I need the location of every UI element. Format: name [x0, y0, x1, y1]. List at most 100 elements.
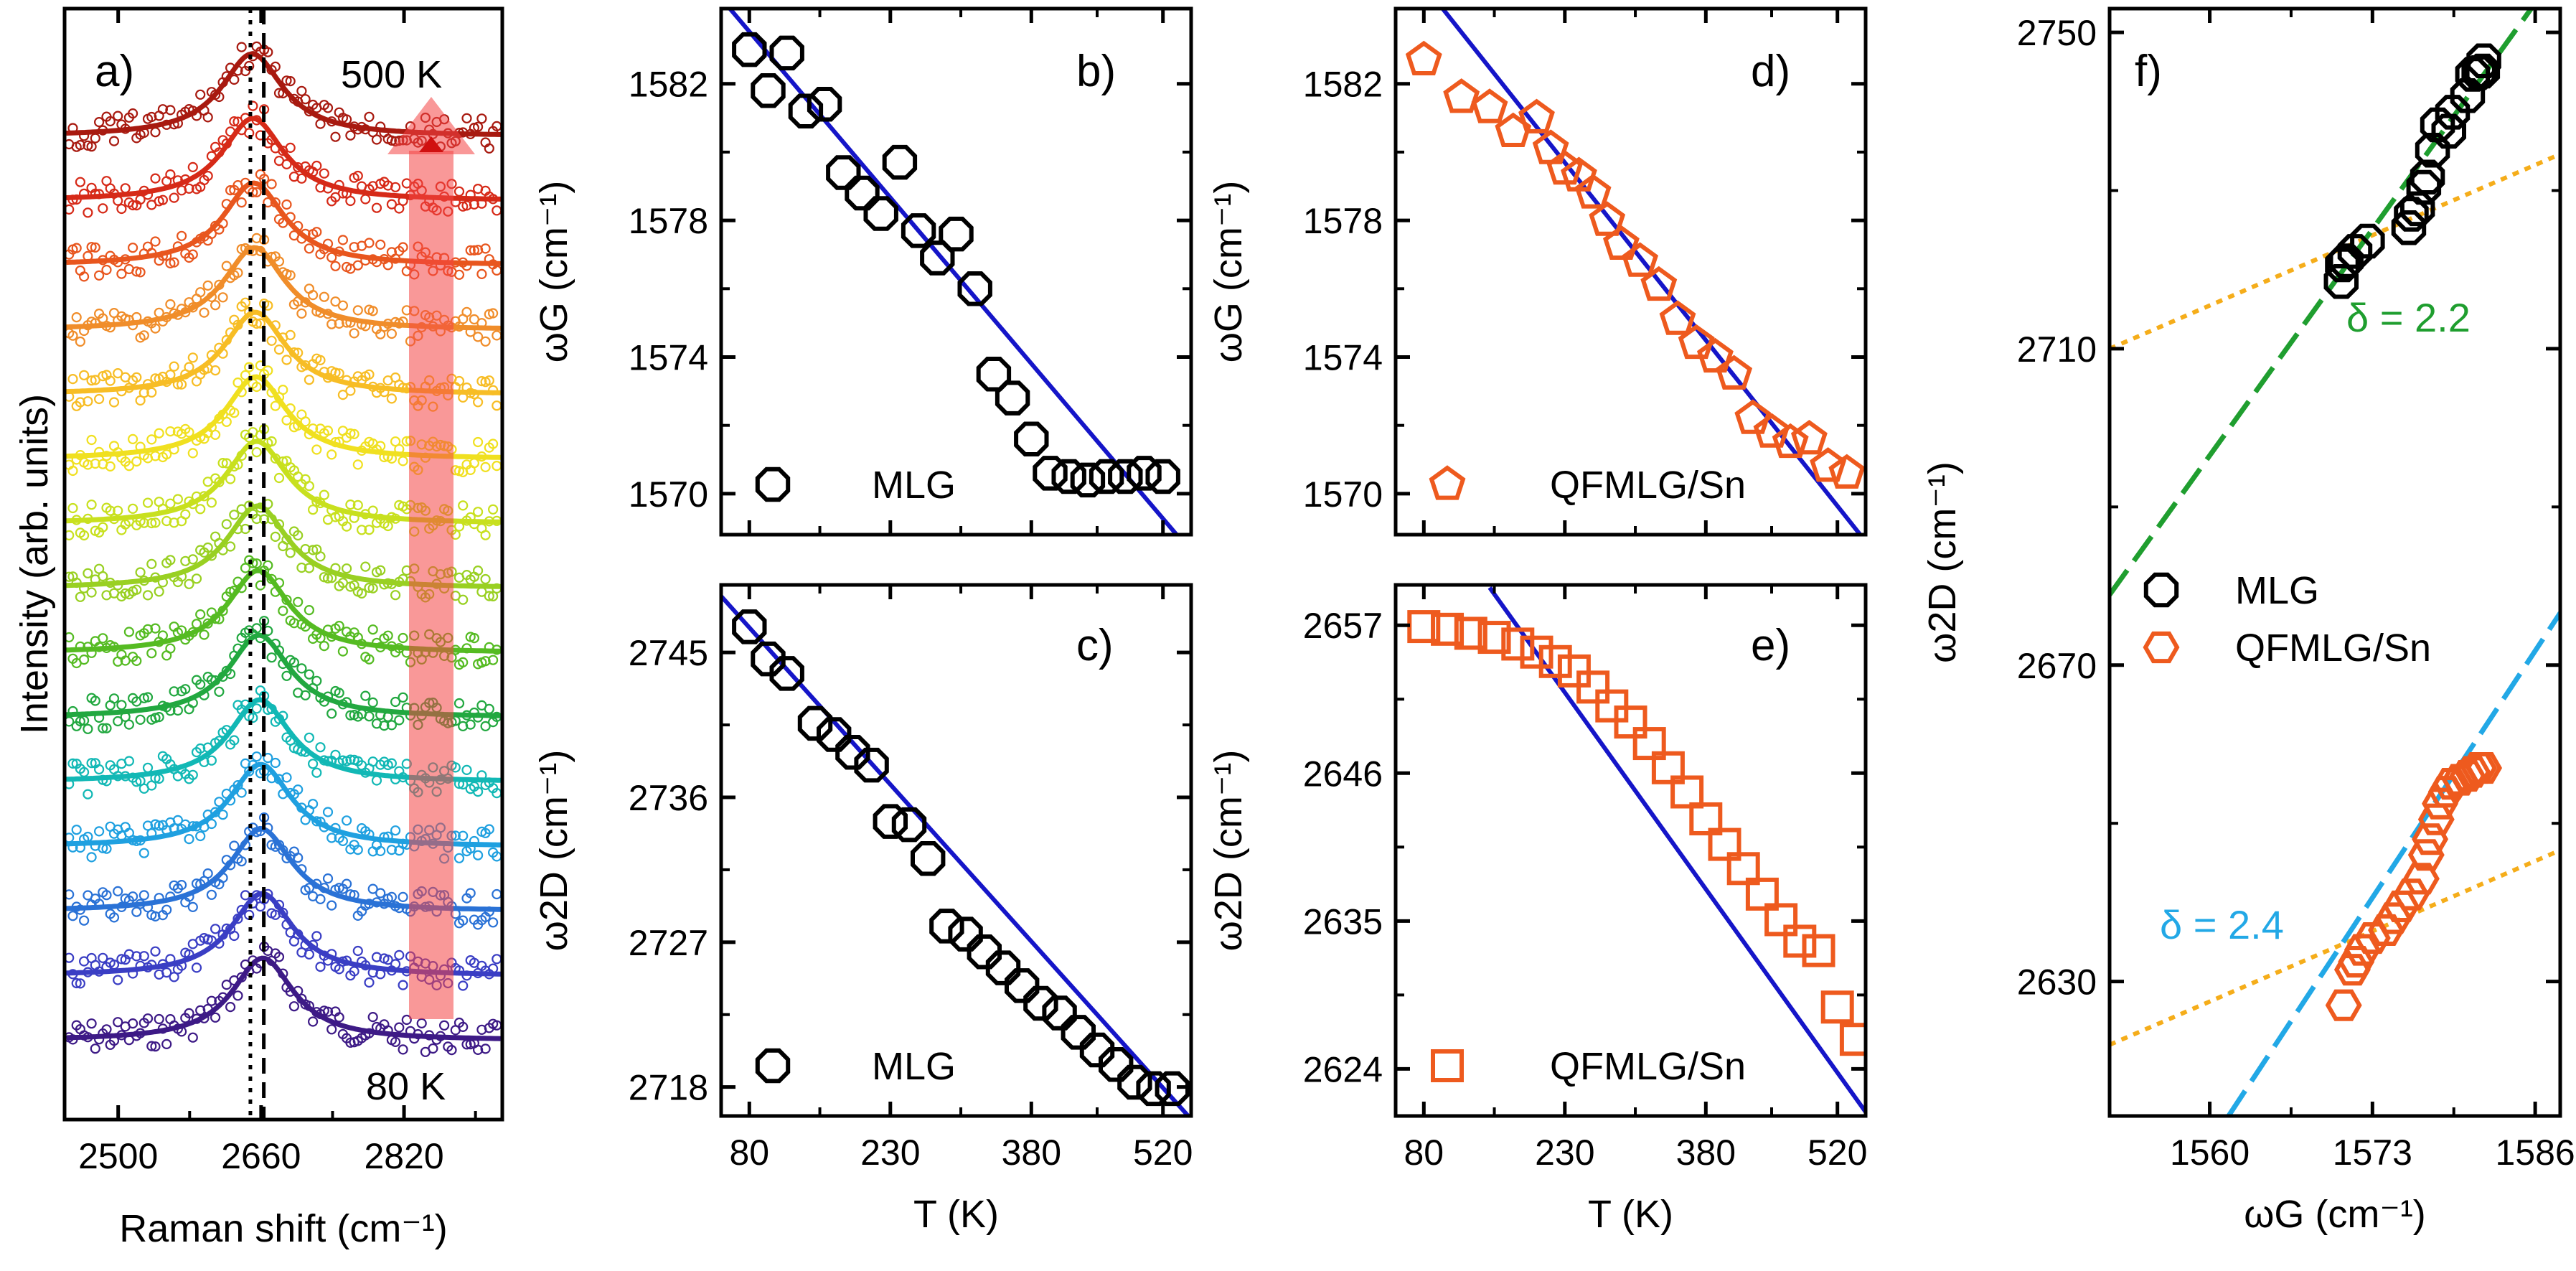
qfmlg-point — [2449, 760, 2486, 792]
spectrum-point — [142, 590, 154, 601]
spectrum-point — [371, 202, 382, 213]
spectrum-point — [296, 663, 307, 674]
spectrum-point — [360, 690, 371, 701]
data-point — [1061, 1015, 1096, 1050]
spectrum-point — [229, 840, 240, 851]
panel-frame — [719, 583, 1193, 1118]
data-point — [1520, 635, 1553, 669]
spectrum-point — [281, 159, 292, 169]
qfmlg-point — [2407, 839, 2445, 871]
spectrum-point — [386, 328, 398, 339]
panel-frame — [719, 6, 1193, 537]
spectrum-point — [311, 767, 322, 778]
spectrum-point — [273, 344, 285, 355]
spectrum-point — [337, 755, 348, 766]
data-point — [807, 87, 842, 122]
spectrum-point — [138, 848, 149, 858]
spectrum-point — [138, 517, 149, 528]
spectrum-point — [364, 111, 375, 122]
linear-fit-line — [721, 594, 1191, 1116]
spectrum-point — [146, 1041, 157, 1051]
spectrum — [64, 941, 502, 1057]
spectrum-point — [394, 1022, 405, 1033]
spectrum-point — [165, 426, 176, 437]
spectrum-point — [98, 723, 108, 733]
spectrum-point — [180, 684, 191, 695]
spectrum-point — [210, 300, 221, 311]
spectrum-point — [465, 719, 476, 730]
plot-area — [2110, 9, 2560, 1116]
data-point — [1471, 88, 1508, 123]
spectrum-point — [300, 94, 311, 105]
data-point — [911, 841, 946, 876]
spectrum-point — [131, 906, 142, 917]
y-axis-label: ω2D (cm⁻¹) — [1921, 461, 1964, 663]
spectrum-point — [221, 519, 232, 530]
spectrum-point — [458, 980, 469, 991]
legend-label: QFMLG/Sn — [1550, 464, 1746, 507]
spectrum-point — [319, 291, 329, 302]
data-point — [769, 656, 804, 691]
spectrum-point — [285, 75, 296, 87]
data-point — [1602, 225, 1640, 260]
spectrum-point — [251, 703, 262, 714]
spectrum-point — [293, 530, 304, 541]
spectrum-point — [71, 243, 82, 253]
spectrum-point — [172, 494, 183, 505]
spectrum-point — [304, 732, 314, 743]
spectrum-point — [101, 890, 112, 901]
y-tick-label: 1582 — [629, 65, 708, 105]
spectrum-point — [229, 930, 240, 942]
spectrum-point — [349, 328, 359, 339]
spectrum-point — [131, 456, 142, 467]
data-point — [1405, 40, 1442, 75]
spectrum-point — [138, 330, 149, 341]
x-tick-label: 520 — [1133, 1132, 1193, 1173]
spectrum-point — [469, 632, 480, 644]
spectrum-point — [221, 416, 232, 427]
legend-marker — [755, 1048, 791, 1084]
spectrum-point — [240, 297, 251, 308]
data-point — [948, 916, 983, 952]
spectrum-point — [113, 886, 123, 897]
panel-a: a) 500 K 80 K 2500 2660 2820 Raman shift (… — [13, 6, 504, 1250]
mlg-point — [2399, 191, 2435, 227]
spectrum-point — [386, 199, 398, 210]
spectrum-point — [191, 573, 202, 584]
data-point — [1708, 827, 1741, 861]
panel-letter: f) — [2135, 47, 2162, 96]
legend-marker — [1429, 465, 1466, 500]
spectrum-point — [206, 889, 217, 900]
data-point — [1108, 459, 1143, 494]
spectrum-point — [90, 242, 100, 253]
spectrum-point — [150, 517, 161, 528]
spectrum-point — [217, 292, 228, 303]
spectrum-point — [266, 179, 277, 189]
x-tick-label: 230 — [860, 1132, 920, 1173]
spectrum-point — [461, 764, 472, 776]
spectrum-point — [342, 878, 352, 889]
spectrum-point — [202, 171, 213, 182]
spectrum-point — [304, 563, 314, 573]
spectrum-point — [326, 708, 337, 719]
spectrum-point — [315, 961, 326, 972]
spectrum-point — [86, 500, 97, 510]
spectrum-point — [480, 461, 491, 473]
data-point — [1518, 98, 1555, 133]
data-point — [891, 807, 927, 843]
spectrum-point — [458, 500, 469, 511]
spectrum-point — [154, 820, 164, 831]
spectrum-point — [293, 853, 304, 863]
spectrum-point — [330, 512, 341, 522]
data-point — [1042, 995, 1077, 1031]
qfmlg-point — [2383, 890, 2420, 922]
spectrum-point — [105, 505, 116, 516]
spectrum-point — [128, 243, 138, 253]
x-tick-label: 2660 — [221, 1136, 301, 1176]
spectrum-point — [67, 465, 78, 477]
spectrum-point — [308, 290, 319, 301]
spectrum-point — [304, 604, 314, 616]
spectrum-point — [202, 112, 213, 123]
data-point — [1005, 968, 1040, 1003]
spectrum-point — [398, 632, 408, 644]
